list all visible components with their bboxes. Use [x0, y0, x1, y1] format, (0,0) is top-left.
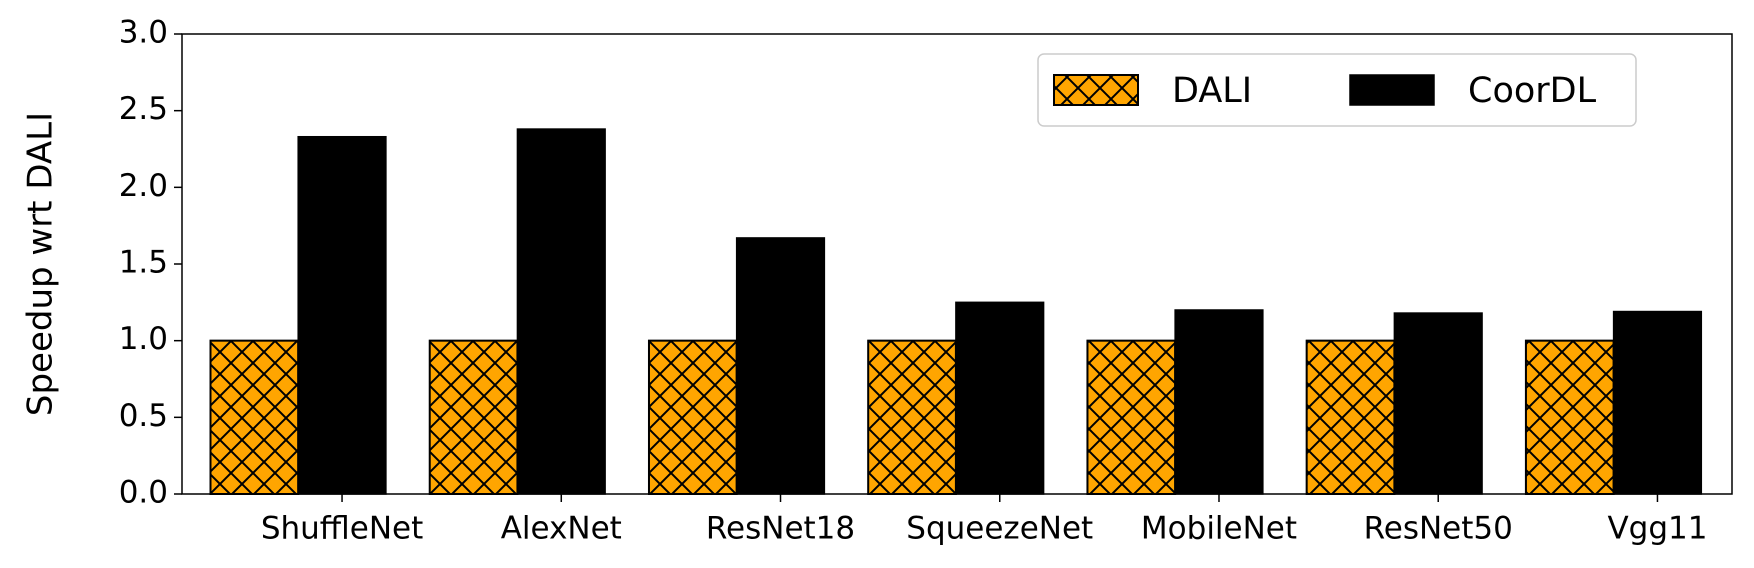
bar	[1612, 310, 1703, 495]
bar-hatch	[428, 339, 519, 495]
legend-label: DALI	[1172, 71, 1252, 111]
bar-hatch	[1524, 339, 1615, 495]
bar	[1174, 309, 1264, 495]
plot-frame	[181, 33, 1733, 495]
y-tick-label: 0.0	[119, 475, 168, 511]
bar	[516, 128, 606, 495]
bar-group	[735, 237, 826, 495]
y-tick-label: 0.5	[119, 398, 168, 434]
x-tick-label: ResNet50	[1364, 511, 1513, 547]
bar	[297, 135, 387, 495]
x-tick-label: MobileNet	[1141, 511, 1297, 547]
bar-hatch	[1305, 339, 1396, 495]
bar-group	[1305, 339, 1396, 495]
x-tick-label: SqueezeNet	[906, 511, 1093, 547]
bar-group	[428, 339, 519, 495]
legend-frame	[1037, 53, 1637, 127]
bar-group	[955, 301, 1045, 495]
x-tick-label: AlexNet	[501, 511, 622, 547]
y-tick-label: 3.0	[119, 15, 168, 51]
bar-group	[1612, 310, 1703, 495]
x-tick-label: Vgg11	[1607, 511, 1707, 547]
bar-hatch	[867, 339, 957, 495]
y-tick-label: 1.5	[119, 245, 168, 281]
bar-hatch	[1086, 339, 1177, 495]
bar-hatch	[209, 339, 300, 495]
x-tick-label: ShuffleNet	[261, 511, 423, 547]
bar	[955, 301, 1045, 495]
x-tick-label: ResNet18	[706, 511, 855, 547]
bar-group	[1174, 309, 1264, 495]
bar-group	[516, 128, 606, 495]
bar-group	[647, 339, 738, 495]
y-tick-label: 2.0	[119, 168, 168, 204]
bar-group	[297, 135, 387, 495]
bar-group	[1524, 339, 1615, 495]
legend-swatch	[1349, 74, 1435, 106]
legend-swatch-hatch	[1053, 74, 1139, 106]
legend-label: CoorDL	[1468, 71, 1597, 111]
bar-group	[209, 339, 300, 495]
legend: DALI CoorDL	[1037, 53, 1637, 127]
bar-group	[867, 339, 957, 495]
bar-group	[1086, 339, 1177, 495]
y-tick-label: 2.5	[119, 91, 168, 127]
bar-group	[1393, 312, 1483, 495]
bar-hatch	[647, 339, 738, 495]
y-axis-label: Speedup wrt DALI	[21, 112, 61, 416]
y-tick-label: 1.0	[119, 321, 168, 357]
bar	[735, 237, 826, 495]
bar	[1393, 312, 1483, 495]
